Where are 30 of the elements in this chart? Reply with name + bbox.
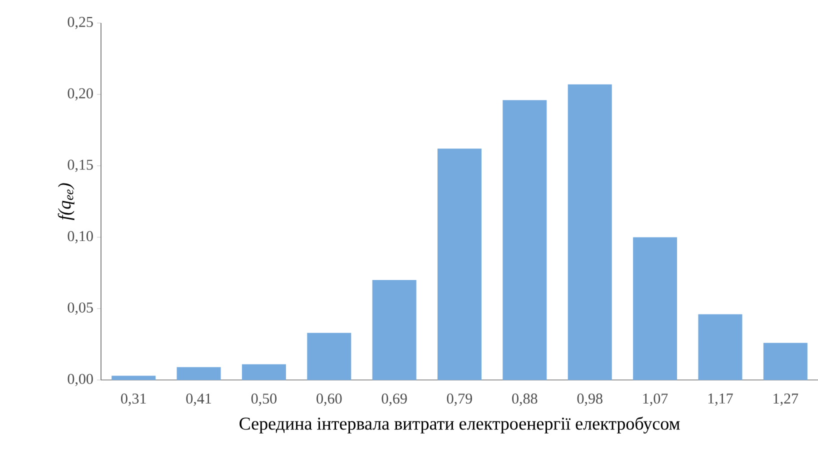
- y-tick-label: 0,05: [68, 302, 93, 315]
- x-tick-label: 0,69: [382, 394, 407, 406]
- bar: [698, 314, 742, 380]
- x-tick-label: 1,17: [708, 394, 733, 406]
- y-tick-label: 0,10: [68, 231, 93, 244]
- x-tick-label: 1,07: [643, 394, 668, 406]
- y-axis-title: f(q$_{ee}$): [58, 183, 74, 220]
- bar: [176, 367, 221, 380]
- bar: [568, 84, 612, 380]
- bar: [372, 280, 416, 380]
- x-tick-label: 0,31: [121, 394, 146, 406]
- y-tick-label: 0,25: [68, 16, 93, 30]
- y-tick-label: 0,15: [68, 160, 93, 172]
- x-tick-label: 1,27: [774, 394, 798, 406]
- bar: [242, 364, 286, 380]
- bar: [112, 376, 156, 380]
- x-tick-label: 0,50: [251, 394, 277, 406]
- x-tick-label: 0,60: [316, 394, 342, 406]
- x-tick-label: 0,41: [186, 394, 212, 406]
- x-tick-label: 0,88: [512, 394, 538, 406]
- bar: [438, 148, 482, 380]
- y-tick-label: 0,20: [68, 88, 93, 101]
- bar: [763, 342, 808, 380]
- y-tick-label: 0,00: [68, 374, 93, 386]
- bar: [307, 332, 352, 380]
- x-tick-label: 0,98: [577, 394, 602, 406]
- bar: [633, 237, 678, 380]
- x-axis-title: Середина інтервала витрати електроенергії електробусом: [240, 416, 680, 434]
- x-tick-label: 0,79: [446, 394, 472, 406]
- bar: [502, 100, 547, 380]
